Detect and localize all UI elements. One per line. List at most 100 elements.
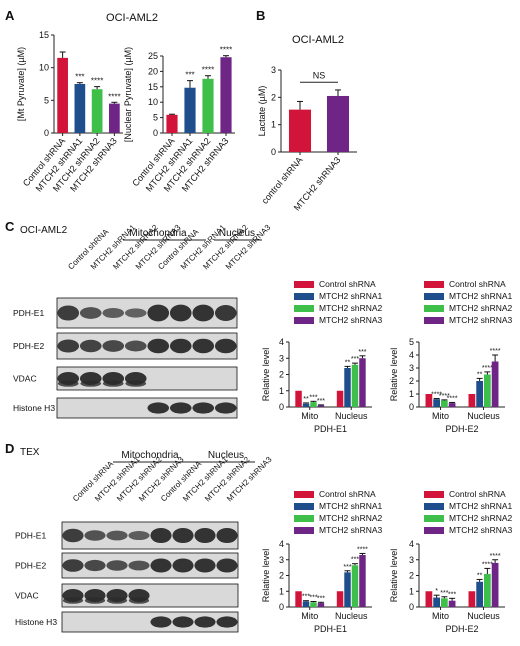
chart-D2-sig-label: *** xyxy=(448,591,456,598)
blot-D-membrane xyxy=(61,611,239,633)
chart-B-y-tick-label: 3 xyxy=(271,65,276,75)
blot-C-band xyxy=(147,402,170,414)
chart-C2-legend-swatch xyxy=(424,281,444,288)
chart-D2-title: PDH-E2 xyxy=(445,624,478,634)
panel-label-a: A xyxy=(5,8,15,23)
blot-D-band xyxy=(194,558,216,573)
blot-C-band xyxy=(57,339,80,353)
chart-D1-sig-label: *** xyxy=(343,564,351,571)
chart-C2-legend-label: MTCH2 shRNA1 xyxy=(449,291,513,301)
chart-D2-legend-swatch xyxy=(424,503,444,510)
blot-C-band xyxy=(192,402,215,414)
chart-A2-bar xyxy=(184,87,196,133)
chart-C1-y-tick-label: 3 xyxy=(279,353,284,363)
chart-D2-bar xyxy=(448,600,456,607)
chart-C1-y-label: Relative level xyxy=(261,348,271,402)
chart-C1-sig-label: *** xyxy=(317,398,325,405)
blot-D-band xyxy=(62,597,84,604)
chart-C2-y-tick-label: 4 xyxy=(409,350,414,360)
chart-B-y-label: Lactate (µM) xyxy=(257,86,267,137)
chart-A1-y-label: [Mt Pyruvate] (µM) xyxy=(16,47,26,121)
blot-D-band xyxy=(216,527,238,544)
chart-C2-sig-label: ** xyxy=(477,371,483,378)
blot-D-band xyxy=(106,560,128,571)
blot-C-band xyxy=(80,380,102,387)
chart-C2-y-label: Relative level xyxy=(389,348,399,402)
chart-C2-legend-swatch xyxy=(424,305,444,312)
chart-B-y-tick-label: 2 xyxy=(271,92,276,102)
chart-C1-y-tick-label: 1 xyxy=(279,386,284,396)
chart-C2-y-tick-label: 5 xyxy=(409,337,414,347)
chart-C2-sig-label: **** xyxy=(447,395,458,402)
blot-D-band xyxy=(128,530,150,541)
blot-D-band xyxy=(84,597,106,604)
chart-D1-sig-label: *** xyxy=(351,557,359,564)
chart-D1-bar xyxy=(310,602,317,607)
blot-D-band xyxy=(128,560,150,571)
blot-D-band xyxy=(62,528,84,543)
chart-A1-y-tick-label: 0 xyxy=(44,128,49,138)
chart-A1-bar xyxy=(74,84,86,133)
chart-D2-bar xyxy=(484,573,491,607)
chart-B-bar xyxy=(326,95,350,152)
blot-C-row-label: PDH-E1 xyxy=(13,308,44,318)
chart-C2-bar xyxy=(441,400,448,407)
chart-A2-y-tick-label: 10 xyxy=(148,97,158,107)
chart-D2-bar xyxy=(468,591,476,607)
chart-A2-bar xyxy=(220,57,232,134)
chart-C1-legend-label: Control shRNA xyxy=(319,279,376,289)
chart-A2-y-tick-label: 25 xyxy=(148,51,158,61)
chart-C1-legend-swatch xyxy=(294,305,314,312)
chart-C1-legend-swatch xyxy=(294,293,314,300)
blot-D-band xyxy=(216,616,238,628)
chart-D1-legend-swatch xyxy=(294,491,314,498)
chart-D2-sig-label: * xyxy=(435,588,438,595)
chart-A1-sig-label: *** xyxy=(75,73,84,82)
chart-D1-y-tick-label: 1 xyxy=(279,586,284,596)
chart-D2-bar xyxy=(441,598,448,607)
blot-D-group-mitochondria: Mitochondria xyxy=(121,450,179,461)
chart-C2-bar xyxy=(425,394,433,407)
chart-A2-y-tick-label: 20 xyxy=(148,66,158,76)
chart-D2-y-tick-label: 1 xyxy=(409,586,414,596)
chart-C1-bar xyxy=(351,364,359,407)
chart-D1-legend-label: MTCH2 shRNA3 xyxy=(319,525,383,535)
chart-B-y-tick-label: 1 xyxy=(271,120,276,130)
chart-D2-legend-label: MTCH2 shRNA1 xyxy=(449,501,513,511)
chart-C1-bar xyxy=(317,405,325,407)
chart-C2-y-tick-label: 1 xyxy=(409,389,414,399)
blot-D-cell-line: TEX xyxy=(20,447,40,458)
chart-C1-sig-label: ** xyxy=(345,359,351,366)
blot-D-row-label: PDH-E1 xyxy=(15,531,46,541)
chart-D1-legend-swatch xyxy=(294,503,314,510)
chart-D1-legend-swatch xyxy=(294,515,314,522)
chart-C2-sig-label: **** xyxy=(482,365,493,372)
chart-C1-legend-swatch xyxy=(294,281,314,288)
blot-D-band xyxy=(84,559,106,572)
chart-D1-bar xyxy=(302,601,310,607)
chart-D2-y-tick-label: 3 xyxy=(409,555,414,565)
blot-D-band xyxy=(150,616,172,628)
chart-D2-bar xyxy=(425,591,433,607)
chart-A2-y-label: [Nuclear Pyruvate] (µM) xyxy=(123,47,133,142)
chart-C2-x-tick-label: Nucleus xyxy=(467,411,500,421)
blot-C-cell-line: OCI-AML2 xyxy=(20,225,68,236)
blot-C-band xyxy=(79,307,102,319)
chart-C2-x-tick-label: Mito xyxy=(432,411,449,421)
chart-C1-legend-label: MTCH2 shRNA3 xyxy=(319,315,383,325)
chart-C2-sig-label: **** xyxy=(439,393,450,400)
chart-C1-bar xyxy=(359,358,366,407)
chart-D2-sig-label: ** xyxy=(477,572,483,579)
chart-C2-bar xyxy=(433,399,440,407)
blot-D-band xyxy=(106,530,128,541)
chart-C1-bar xyxy=(295,390,302,407)
panel-label-b: B xyxy=(256,8,265,23)
chart-A1-sig-label: **** xyxy=(91,77,103,86)
chart-B-bar xyxy=(288,109,312,152)
chart-D1-title: PDH-E1 xyxy=(314,624,347,634)
chart-A2-sig-label: **** xyxy=(220,46,232,55)
chart-D1-legend-label: MTCH2 shRNA2 xyxy=(319,513,383,523)
chart-C1-sig-label: *** xyxy=(309,394,317,401)
chart-D2-legend-swatch xyxy=(424,491,444,498)
blot-D-band xyxy=(106,597,128,604)
